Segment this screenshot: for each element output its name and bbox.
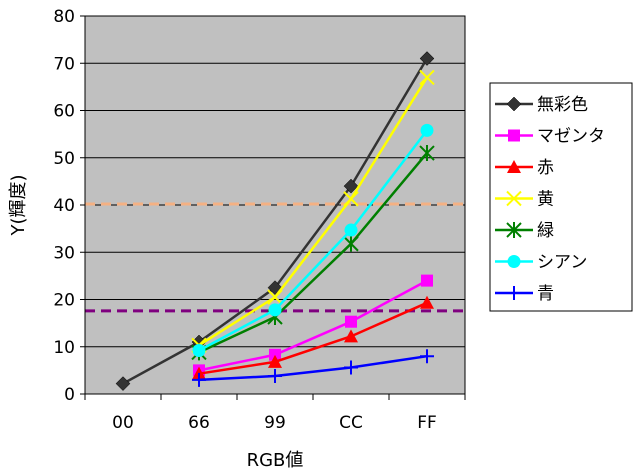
data-point [507,255,521,268]
y-tick-label: 10 [53,338,75,358]
data-point [343,235,359,252]
series-4 [191,69,435,354]
data-point [267,289,283,305]
data-point [269,348,281,361]
data-point [192,372,206,387]
data-point [506,96,522,112]
legend-label: 黄 [537,190,554,210]
legend-item: シアン [495,253,587,273]
series-line [198,76,429,347]
y-tick-label: 20 [53,291,75,311]
data-point [421,274,433,287]
y-axis: 0 10 20 30 40 50 60 70 80 [53,7,85,405]
data-point [507,286,521,300]
series-layer [115,51,435,391]
legend-label: 青 [537,284,554,304]
legend-label: シアン [537,253,587,273]
series-line [198,129,428,352]
series-7 [192,349,434,387]
series-line [198,279,428,372]
legend-item: 青 [495,284,554,304]
legend-label: マゼンタ [537,127,605,147]
y-tick-label: 0 [64,385,75,405]
data-point [344,329,358,343]
x-tick-label: 66 [188,413,210,433]
data-point [506,222,522,238]
x-axis: 00 66 99 CC FF [84,394,466,433]
legend-label: 無彩色 [537,95,588,115]
legend-item: 緑 [495,221,554,241]
x-tick-label: 99 [264,413,286,433]
x-axis-title: RGB値 [247,450,304,471]
data-point [420,123,434,137]
legend-label: 緑 [537,221,554,241]
series-3 [192,295,434,380]
data-point [419,51,435,66]
data-point [343,191,359,207]
data-point [344,223,358,237]
y-tick-label: 80 [53,7,75,27]
y-tick-label: 70 [53,54,75,74]
x-tick-label: CC [339,413,363,433]
data-point [419,145,435,162]
data-point [115,376,131,391]
y-tick-label: 60 [53,102,75,122]
x-tick-label: FF [417,413,437,433]
x-tick-label: 00 [112,413,134,433]
legend-label: 赤 [537,158,554,178]
legend-item: マゼンタ [495,127,605,147]
legend-item: 赤 [495,158,554,178]
y-axis-title: Y(輝度) [8,174,29,236]
data-point [420,295,434,309]
data-point [343,178,359,194]
data-point [268,369,282,384]
data-point [268,354,282,368]
data-point [506,190,522,207]
data-point [420,349,434,364]
y-tick-label: 30 [53,243,75,263]
data-point [419,69,435,86]
series-line [198,354,428,382]
y-tick-label: 40 [53,196,75,216]
data-point [507,160,521,173]
data-point [345,315,357,328]
data-point [268,303,282,317]
series-line [198,301,428,375]
series-line [198,152,428,354]
series-6 [192,123,434,358]
legend-item: 無彩色 [495,95,588,115]
y-tick-label: 50 [53,149,75,169]
legend-item: 黄 [495,190,554,210]
data-point [192,344,206,358]
data-point [344,360,358,375]
data-point [508,129,520,142]
